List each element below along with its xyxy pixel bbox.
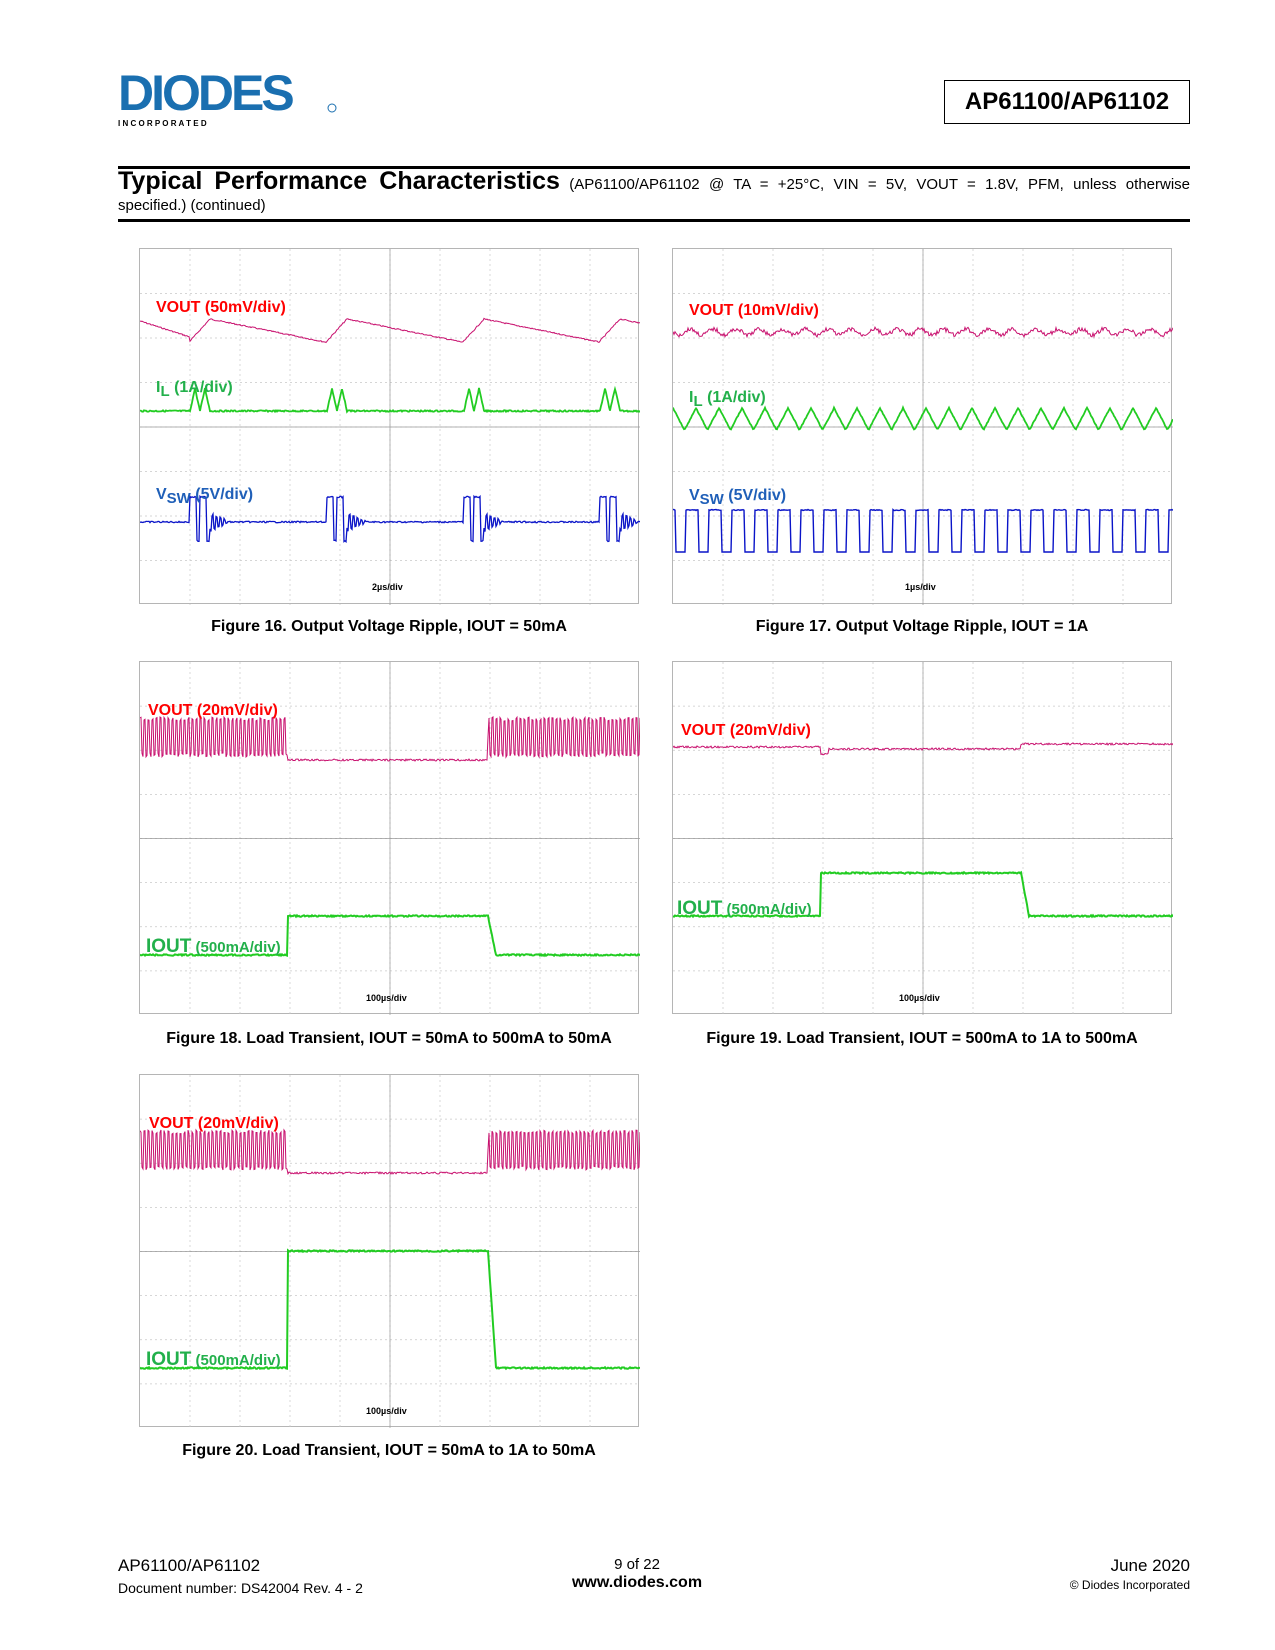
trace-label-vout: VOUT (20mV/div) (148, 702, 278, 719)
section-subtitle-line1: (AP61100/AP61102 @ TA = +25°C, VIN = 5V,… (569, 176, 1190, 193)
iout-trace (673, 870, 1173, 919)
trace-label-vout: VOUT (20mV/div) (149, 1115, 279, 1132)
footer-docnum: Document number: DS42004 Rev. 4 - 2 (118, 1580, 363, 1596)
scope-plot-18 (140, 662, 640, 1015)
vout-trace (673, 325, 1173, 339)
timebase-label: 1µs/div (905, 582, 936, 592)
trace-label-iout: IOUT (500mA/div) (146, 1349, 281, 1370)
scope-plot-16 (140, 249, 640, 605)
vout-trace (673, 742, 1173, 756)
section-header: Typical Performance Characteristics (AP6… (118, 167, 1190, 217)
iout-trace (140, 913, 640, 958)
figure-18-caption: Figure 18. Load Transient, IOUT = 50mA t… (166, 1030, 612, 1047)
timebase-label: 100µs/div (366, 1406, 407, 1416)
scope-figure-20: VOUT (20mV/div) IOUT (500mA/div) 100µs/d… (139, 1074, 640, 1428)
figure-17-caption: Figure 17. Output Voltage Ripple, IOUT =… (755, 618, 1089, 635)
scope-figure-17: VOUT (10mV/div) IL (1A/div) VSW (5V/div)… (672, 248, 1173, 605)
logo-subtext: I N C O R P O R A T E D (118, 119, 207, 128)
scope-figure-18: VOUT (20mV/div) IOUT (500mA/div) 100µs/d… (139, 661, 640, 1015)
iout-trace (140, 1248, 640, 1371)
diodes-logo: DIODES I N C O R P O R A T E D (118, 65, 348, 130)
trace-label-vout: VOUT (10mV/div) (689, 302, 819, 319)
scope-plot-17 (673, 249, 1173, 605)
scope-figure-19: VOUT (20mV/div) IOUT (500mA/div) 100µs/d… (672, 661, 1173, 1015)
part-number-box: AP61100/AP61102 (944, 80, 1190, 124)
scope-plot-19 (673, 662, 1173, 1015)
footer-date: June 2020 (1110, 1556, 1190, 1575)
footer-part: AP61100/AP61102 (118, 1556, 261, 1575)
trace-label-vsw: VSW (5V/div) (156, 486, 254, 508)
trace-label-vsw: VSW (5V/div) (689, 487, 787, 509)
section-subtitle-line2: specified.) (continued) (118, 197, 266, 214)
logo-wordmark: DIODES (118, 68, 293, 121)
trace-label-iout: IOUT (500mA/div) (677, 898, 812, 919)
vsw-trace (673, 508, 1173, 553)
figure-19-caption: Figure 19. Load Transient, IOUT = 500mA … (706, 1030, 1138, 1047)
trace-label-iout: IOUT (500mA/div) (146, 936, 281, 957)
footer-page: 9 of 22 (614, 1556, 660, 1573)
footer-website[interactable]: www.diodes.com (571, 1574, 703, 1591)
scope-figure-16: VOUT (50mV/div) IL (1A/div) VSW (5V/div)… (139, 248, 640, 605)
trace-label-il: IL (1A/div) (156, 379, 233, 401)
il-trace (140, 385, 640, 414)
diodes-logo-graphic: DIODES I N C O R P O R A T E D (118, 65, 337, 128)
section-rule (118, 219, 1190, 222)
section-title: Typical Performance Characteristics (118, 167, 560, 195)
timebase-label: 100µs/div (899, 993, 940, 1003)
vout-trace (140, 715, 640, 763)
trace-label-vout: VOUT (20mV/div) (681, 722, 811, 739)
figure-16-caption: Figure 16. Output Voltage Ripple, IOUT =… (211, 618, 567, 635)
vsw-trace (140, 494, 640, 544)
vout-trace (140, 1128, 640, 1176)
trace-label-il: IL (1A/div) (689, 389, 766, 411)
timebase-label: 2µs/div (372, 582, 403, 592)
scope-plot-20 (140, 1075, 640, 1428)
trace-label-vout: VOUT (50mV/div) (156, 299, 286, 316)
vout-trace (140, 317, 640, 344)
top-rule (118, 166, 1190, 169)
il-trace (673, 405, 1173, 431)
figure-20-caption: Figure 20. Load Transient, IOUT = 50mA t… (182, 1442, 596, 1459)
footer-copyright: © Diodes Incorporated (1069, 1578, 1190, 1592)
timebase-label: 100µs/div (366, 993, 407, 1003)
